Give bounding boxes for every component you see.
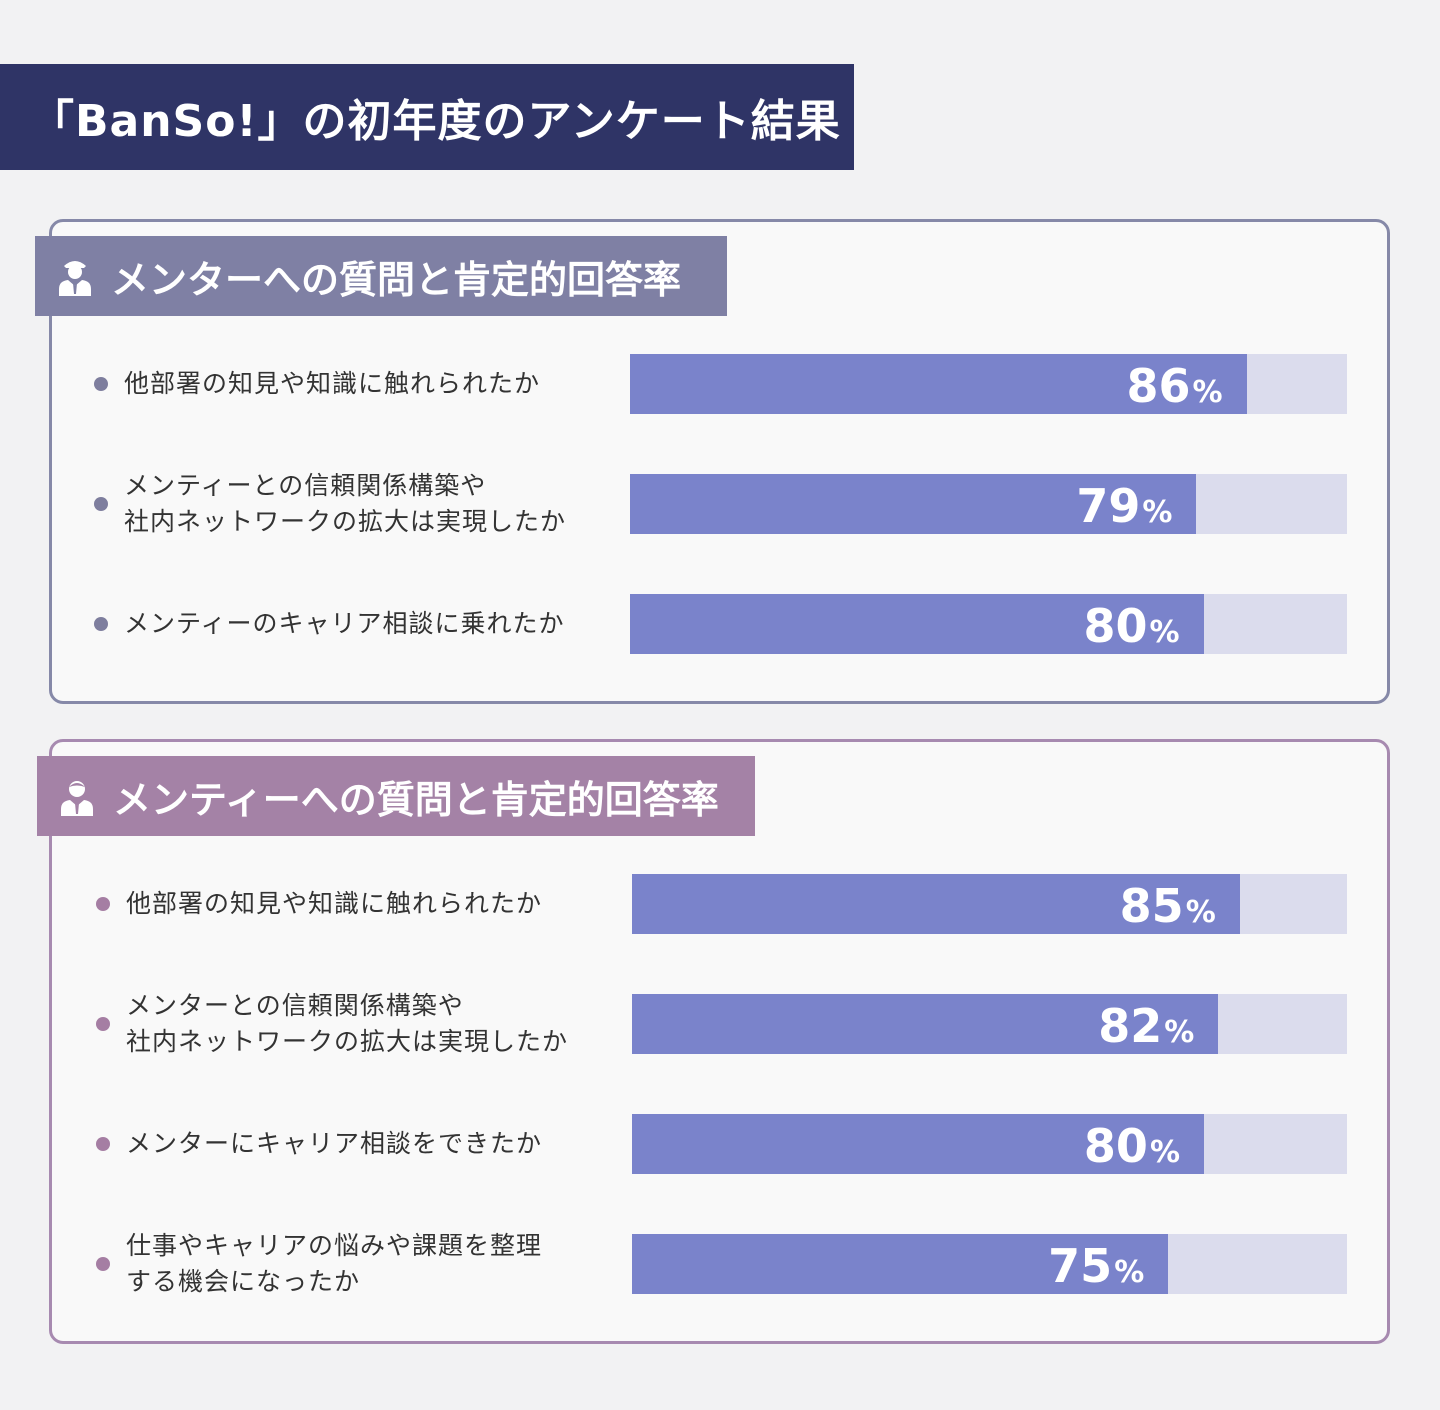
category-label: 他部署の知見や知識に触れられたか	[124, 354, 540, 414]
data-label-value: 79	[1076, 479, 1141, 533]
category-label: メンターにキャリア相談をできたか	[126, 1114, 542, 1174]
category-label-line: 他部署の知見や知識に触れられたか	[126, 889, 543, 918]
category-label-line: メンターにキャリア相談をできたか	[126, 1129, 543, 1158]
mentee-panel-title: メンティーへの質問と肯定的回答率	[113, 777, 719, 822]
bar-row: メンティーとの信頼関係構築や社内ネットワークの拡大は実現したか 79%	[52, 471, 1387, 536]
category-label: メンティーとの信頼関係構築や社内ネットワークの拡大は実現したか	[124, 471, 566, 536]
mentee-survey-panel: メンティーへの質問と肯定的回答率 他部署の知見や知識に触れられたか 85% メンター…	[37, 739, 1390, 1344]
data-label-unit: %	[1149, 1135, 1180, 1170]
bar-fill: 80%	[632, 1114, 1204, 1174]
bar-track: 80%	[630, 594, 1347, 654]
mentor-person-icon	[57, 256, 93, 296]
bar-track: 85%	[632, 874, 1347, 934]
data-label-unit: %	[1192, 375, 1223, 410]
bar-track: 79%	[630, 474, 1347, 534]
category-label-line: メンターとの信頼関係構築や	[126, 991, 464, 1020]
data-label: 82%	[1098, 994, 1194, 1054]
data-label: 80%	[1084, 1114, 1180, 1174]
bullet-dot	[96, 897, 110, 911]
bar-fill: 75%	[632, 1234, 1169, 1294]
mentor-survey-panel: メンターへの質問と肯定的回答率 他部署の知見や知識に触れられたか 86% メンティー…	[35, 219, 1390, 704]
data-label: 79%	[1076, 474, 1172, 534]
data-label-value: 80	[1083, 599, 1148, 653]
bar-row: メンターとの信頼関係構築や社内ネットワークの拡大は実現したか 82%	[52, 991, 1387, 1056]
bar-row: メンターにキャリア相談をできたか 80%	[52, 1114, 1387, 1174]
bullet-dot	[96, 1017, 110, 1031]
bar-track: 80%	[632, 1114, 1347, 1174]
category-label-line: 他部署の知見や知識に触れられたか	[124, 369, 541, 398]
category-label-line: 社内ネットワークの拡大は実現したか	[124, 507, 567, 536]
bullet-dot	[94, 497, 108, 511]
bar-track: 82%	[632, 994, 1347, 1054]
bar-fill: 86%	[630, 354, 1247, 414]
bar-row: 他部署の知見や知識に触れられたか 86%	[52, 354, 1387, 414]
mentor-panel-header: メンターへの質問と肯定的回答率	[35, 236, 727, 316]
bar-fill: 80%	[630, 594, 1204, 654]
data-label-unit: %	[1164, 1015, 1195, 1050]
data-label: 85%	[1120, 874, 1216, 934]
mentor-panel-title: メンターへの質問と肯定的回答率	[111, 257, 682, 302]
bullet-dot	[96, 1257, 110, 1271]
category-label-line: メンティーのキャリア相談に乗れたか	[124, 609, 565, 638]
bullet-dot	[94, 617, 108, 631]
bar-row: 他部署の知見や知識に触れられたか 85%	[52, 874, 1387, 934]
category-label-line: 仕事やキャリアの悩みや課題を整理	[126, 1231, 543, 1260]
category-label: 他部署の知見や知識に触れられたか	[126, 874, 542, 934]
data-label-value: 80	[1083, 1119, 1148, 1173]
bar-fill: 85%	[632, 874, 1240, 934]
bar-row: 仕事やキャリアの悩みや課題を整理 する機会になったか 75%	[52, 1231, 1387, 1296]
data-label-unit: %	[1142, 495, 1173, 530]
data-label-value: 75	[1048, 1239, 1113, 1293]
bar-fill: 82%	[632, 994, 1219, 1054]
bullet-dot	[96, 1137, 110, 1151]
page-title: 「BanSo!」の初年度のアンケート結果	[0, 64, 854, 170]
data-label-value: 86	[1126, 359, 1191, 413]
bar-track: 86%	[630, 354, 1347, 414]
category-label-line: する機会になったか	[126, 1267, 361, 1296]
bar-track: 75%	[632, 1234, 1347, 1294]
category-label: 仕事やキャリアの悩みや課題を整理 する機会になったか	[126, 1231, 542, 1296]
data-label-value: 85	[1119, 879, 1184, 933]
data-label-unit: %	[1114, 1255, 1145, 1290]
category-label-line: 社内ネットワークの拡大は実現したか	[126, 1027, 569, 1056]
category-label: メンティーのキャリア相談に乗れたか	[124, 594, 565, 654]
data-label-unit: %	[1149, 615, 1180, 650]
data-label: 75%	[1048, 1234, 1144, 1294]
category-label: メンターとの信頼関係構築や社内ネットワークの拡大は実現したか	[126, 991, 568, 1056]
data-label: 86%	[1127, 354, 1223, 414]
data-label: 80%	[1084, 594, 1180, 654]
bar-row: メンティーのキャリア相談に乗れたか 80%	[52, 594, 1387, 654]
mentee-panel-header: メンティーへの質問と肯定的回答率	[37, 756, 755, 836]
bullet-dot	[94, 377, 108, 391]
data-label-value: 82	[1098, 999, 1163, 1053]
data-label-unit: %	[1185, 895, 1216, 930]
bar-fill: 79%	[630, 474, 1197, 534]
category-label-line: メンティーとの信頼関係構築や	[124, 471, 487, 500]
mentee-person-icon	[59, 776, 95, 816]
